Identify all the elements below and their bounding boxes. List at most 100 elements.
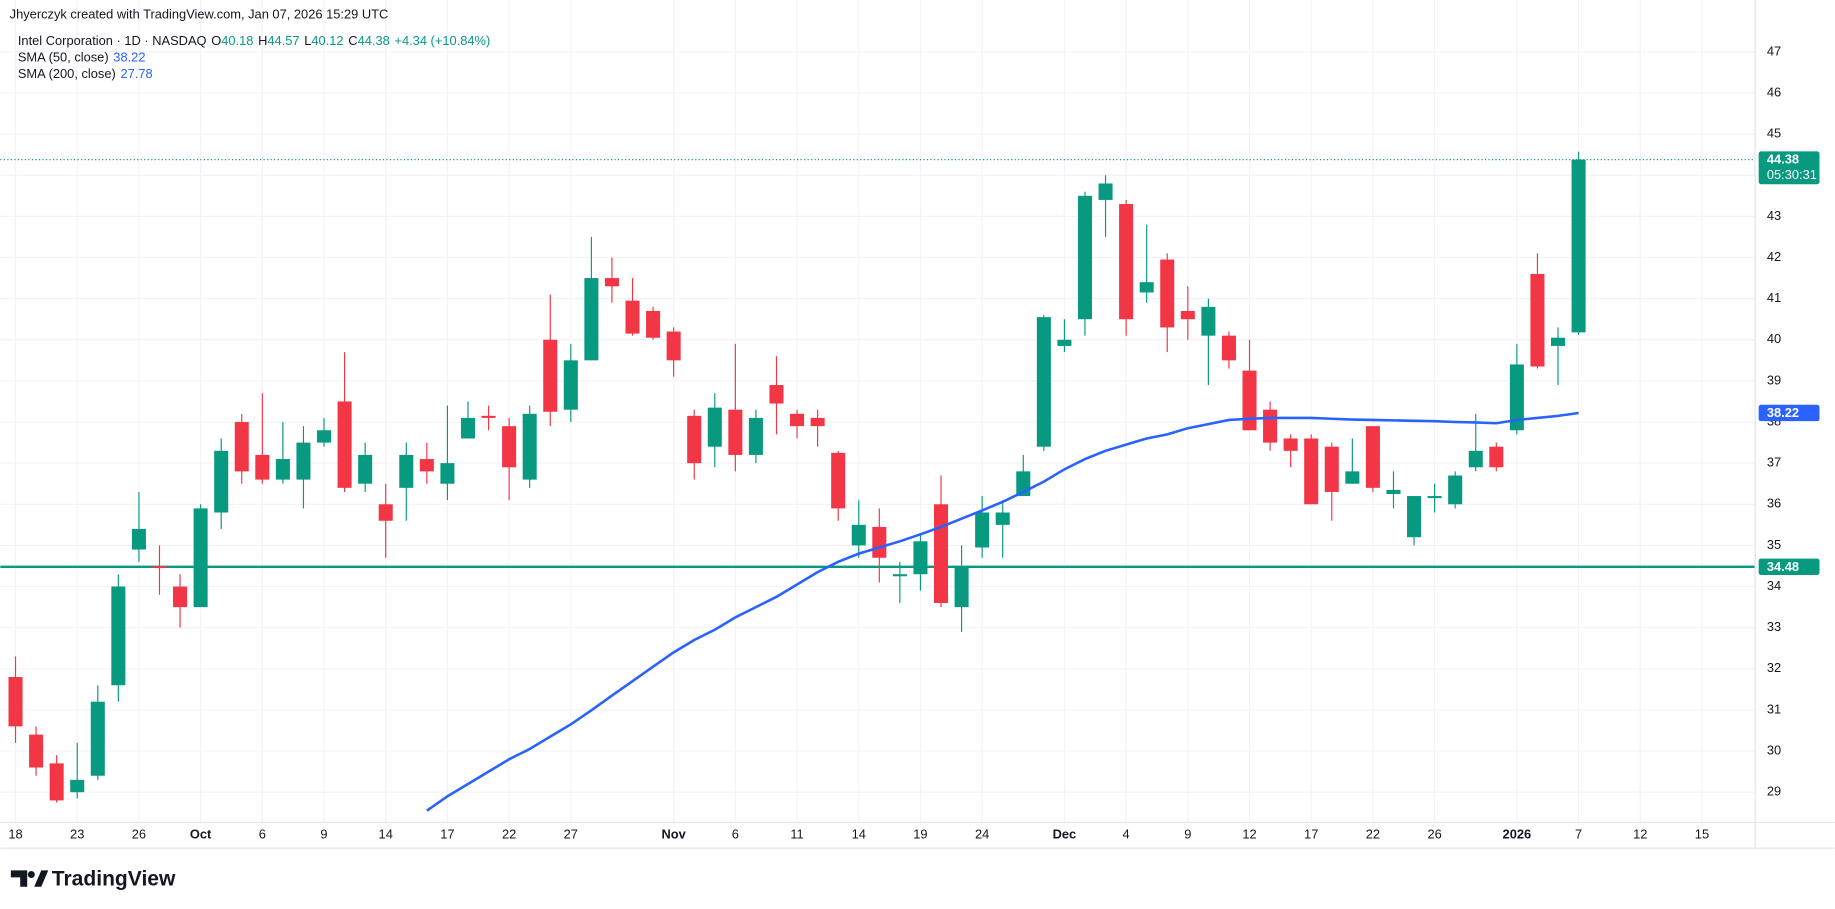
x-tick-label: 14 [379, 827, 393, 842]
candle-body [214, 450, 229, 513]
candle-body [1468, 450, 1483, 468]
candle-body [1571, 159, 1586, 333]
x-tick-label: 9 [1184, 827, 1191, 842]
legend-main: Intel Corporation · 1D · NASDAQ O40.18 H44… [18, 34, 490, 49]
ohlc-key: L [304, 34, 311, 49]
y-tick-label: 45 [1767, 126, 1781, 141]
candle-body [769, 385, 784, 404]
candle-body [522, 413, 537, 480]
candle-body [872, 526, 887, 558]
candle-body [1530, 273, 1545, 367]
candle-body [543, 339, 558, 412]
x-tick-label: 15 [1695, 827, 1709, 842]
x-tick-label: 18 [8, 827, 22, 842]
y-tick-label: 43 [1767, 208, 1781, 223]
ohlc-value: 40.18 [221, 34, 253, 49]
candle-body [152, 565, 167, 569]
candle-body [1057, 339, 1072, 346]
y-tick-label: 39 [1767, 372, 1781, 387]
candle-body [748, 417, 763, 455]
candle-body [378, 504, 393, 521]
logo-mark [34, 870, 49, 887]
x-tick-label: 2026 [1503, 827, 1532, 842]
ohlc-value: 44.38 [358, 34, 390, 49]
candle-body [90, 701, 105, 776]
candle-body [1427, 496, 1442, 499]
candle-body [1365, 426, 1380, 488]
candle-body [111, 586, 126, 686]
candle-body [399, 454, 414, 488]
candle-body [1509, 364, 1524, 431]
attribution: Jhyerczyk created with TradingView.com, … [10, 7, 389, 22]
last-price-badge-bg [1758, 151, 1820, 185]
x-tick-label: Dec [1053, 827, 1077, 842]
x-tick-label: 7 [1575, 827, 1582, 842]
candle-body [1180, 310, 1195, 320]
sma-line [426, 411, 1579, 812]
y-tick-label: 35 [1767, 537, 1781, 552]
x-tick-label: 17 [440, 827, 454, 842]
hline-badge: 34.48 [1767, 559, 1799, 574]
candle-body [892, 574, 907, 577]
y-tick-label: 46 [1767, 84, 1781, 99]
candle-body [275, 459, 290, 480]
grid [0, 0, 1756, 823]
candle-body [1119, 204, 1134, 320]
y-tick-label: 37 [1767, 455, 1781, 470]
x-tick-label: 9 [320, 827, 327, 842]
candle-body [687, 415, 702, 464]
x-tick-label: 26 [132, 827, 146, 842]
candle-body [1242, 370, 1257, 431]
candle-body [933, 504, 949, 603]
x-tick-label: 27 [564, 827, 578, 842]
candle-body [810, 417, 825, 427]
x-tick-label: 17 [1304, 827, 1318, 842]
plot-area [8, 151, 1586, 812]
y-tick-label: 41 [1767, 290, 1781, 305]
logo: TradingView [10, 867, 176, 890]
x-tick-label: 12 [1633, 827, 1647, 842]
x-tick-label: 26 [1427, 827, 1441, 842]
x-tick-label: Nov [662, 827, 687, 842]
indicator-value: 27.78 [120, 66, 152, 81]
candle-body [646, 310, 661, 338]
candle-body [460, 417, 476, 439]
candle-body [604, 278, 619, 287]
y-tick-label: 36 [1767, 496, 1781, 511]
y-tick-label: 30 [1767, 742, 1781, 757]
x-tick-label: 4 [1123, 827, 1130, 842]
x-tick-label: 22 [1366, 827, 1380, 842]
candle-body [8, 677, 23, 727]
candle-body [29, 734, 44, 768]
candle-body [851, 524, 866, 546]
candle-body [193, 508, 208, 608]
y-tick-label: 40 [1767, 331, 1781, 346]
candle-body [1036, 317, 1051, 447]
candle-body [502, 426, 517, 468]
x-tick-label: 22 [502, 827, 516, 842]
candle-body [625, 300, 640, 334]
change-label: +4.34 (+10.84%) [394, 34, 490, 49]
brand: TradingView [52, 867, 176, 890]
legend-title: Intel Corporation · 1D · NASDAQ [18, 34, 207, 49]
indicator-badge-bg [1758, 404, 1820, 422]
candle-body [1324, 446, 1339, 492]
candle-body [296, 442, 311, 480]
candle-body [1283, 438, 1298, 451]
ohlc-key: C [348, 34, 357, 49]
ohlc-key: O [211, 34, 221, 49]
indicator-name: SMA (200, close) [18, 66, 116, 81]
candle-body [1160, 259, 1175, 328]
indicator-badge: 38.22 [1767, 405, 1799, 420]
ohlc-value: 44.57 [267, 34, 299, 49]
x-tick-label: 23 [70, 827, 84, 842]
candle-body [584, 278, 599, 361]
logo-mark [10, 870, 28, 887]
candle-body [1345, 471, 1360, 484]
x-tick-label: 11 [790, 827, 803, 842]
y-tick-label: 47 [1767, 43, 1781, 58]
indicator-name: SMA (50, close) [18, 50, 109, 65]
